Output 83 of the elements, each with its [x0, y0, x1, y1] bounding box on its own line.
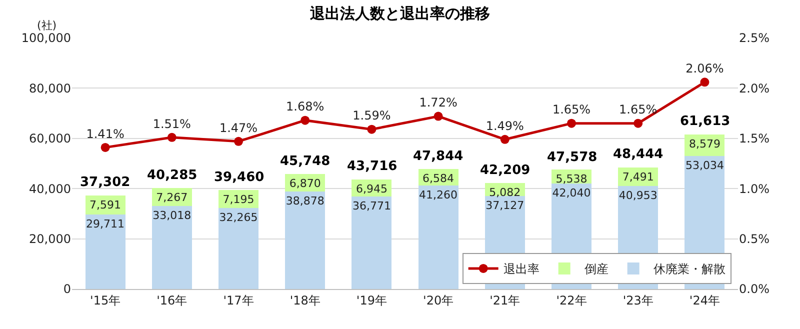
total-label: 37,302 — [80, 175, 130, 190]
data-label: 37,127 — [486, 198, 524, 212]
y-tick-label: 0 — [63, 282, 71, 296]
total-label: 47,578 — [547, 150, 598, 165]
data-label: 2.06% — [686, 62, 724, 76]
total-label: 45,748 — [280, 154, 330, 169]
x-tick-label: '19年 — [356, 293, 387, 308]
x-tick-label: '20年 — [423, 293, 454, 308]
bar — [285, 191, 326, 289]
y-tick-label: 20,000 — [29, 232, 71, 246]
data-label: 1.65% — [552, 102, 591, 117]
data-label: 7,195 — [222, 192, 254, 206]
total-label: 47,844 — [413, 149, 464, 164]
point — [700, 78, 710, 87]
y-axis-title: (社) — [37, 19, 57, 32]
bar — [352, 196, 392, 289]
data-label: 7,591 — [90, 198, 122, 212]
data-label: 32,265 — [219, 211, 258, 224]
y-tick-label: 100,000 — [21, 31, 71, 46]
point — [500, 134, 510, 144]
point — [167, 132, 176, 142]
point — [367, 124, 376, 134]
y2-tick-label: 1.5% — [739, 132, 770, 146]
data-label: 1.59% — [352, 108, 391, 123]
legend-label: 休廃業・解散 — [653, 262, 726, 276]
total-label: 48,444 — [613, 147, 664, 162]
data-label: 1.41% — [86, 126, 124, 141]
y-tick-label: 60,000 — [29, 132, 71, 146]
data-label: 1.72% — [419, 96, 458, 110]
bar — [218, 208, 258, 289]
y2-tick-label: 0.5% — [739, 232, 770, 246]
chart-title: 退出法人数と退出率の推移 — [309, 4, 490, 23]
y-tick-label: 40,000 — [29, 182, 71, 196]
x-tick-label: '24年 — [689, 293, 720, 308]
data-label: 6,584 — [422, 172, 454, 185]
point — [434, 112, 443, 121]
total-label: 42,209 — [480, 163, 530, 178]
x-tick-label: '18年 — [290, 293, 320, 308]
point — [300, 116, 310, 125]
data-label: 1.49% — [486, 118, 524, 133]
x-tick-label: '15年 — [90, 293, 121, 308]
total-label: 61,613 — [680, 114, 730, 129]
data-label: 5,082 — [489, 186, 521, 200]
data-label: 41,260 — [419, 188, 458, 202]
x-tick-label: '16年 — [156, 293, 188, 308]
data-label: 40,953 — [618, 189, 658, 202]
data-label: 38,878 — [286, 194, 324, 208]
legend-label: 退出率 — [503, 262, 540, 276]
data-label: 7,491 — [622, 170, 654, 184]
data-label: 33,018 — [152, 209, 192, 222]
point — [100, 142, 110, 152]
y2-tick-label: 2.0% — [739, 81, 770, 96]
y2-tick-label: 0.0% — [739, 282, 770, 296]
x-tick-label: '23年 — [622, 293, 654, 308]
bar — [418, 185, 458, 289]
data-label: 1.68% — [286, 100, 324, 114]
data-label: 1.47% — [219, 120, 258, 135]
total-label: 43,716 — [347, 159, 398, 174]
data-label: 5,538 — [556, 172, 588, 186]
point — [634, 118, 643, 128]
total-label: 39,460 — [214, 170, 264, 185]
data-label: 6,945 — [356, 182, 388, 196]
x-tick-label: '22年 — [556, 293, 587, 308]
y2-tick-label: 2.5% — [739, 31, 770, 46]
total-label: 40,285 — [147, 168, 198, 183]
x-tick-label: '17年 — [223, 293, 254, 308]
y-tick-label: 80,000 — [29, 81, 71, 96]
data-label: 42,040 — [552, 186, 591, 200]
y2-tick-label: 1.0% — [739, 182, 770, 196]
point — [234, 136, 243, 146]
legend-label: 倒産 — [584, 262, 608, 276]
data-label: 8,579 — [688, 137, 720, 150]
x-tick-label: '21年 — [490, 293, 520, 308]
bar — [85, 214, 126, 289]
data-label: 36,771 — [352, 200, 391, 213]
data-label: 53,034 — [685, 158, 724, 172]
data-label: 1.65% — [619, 102, 658, 117]
data-label: 6,870 — [289, 177, 321, 190]
bar — [152, 206, 192, 289]
data-label: 7,267 — [156, 190, 188, 204]
point — [567, 118, 576, 128]
data-label: 29,711 — [86, 217, 125, 230]
data-label: 1.51% — [152, 116, 191, 131]
